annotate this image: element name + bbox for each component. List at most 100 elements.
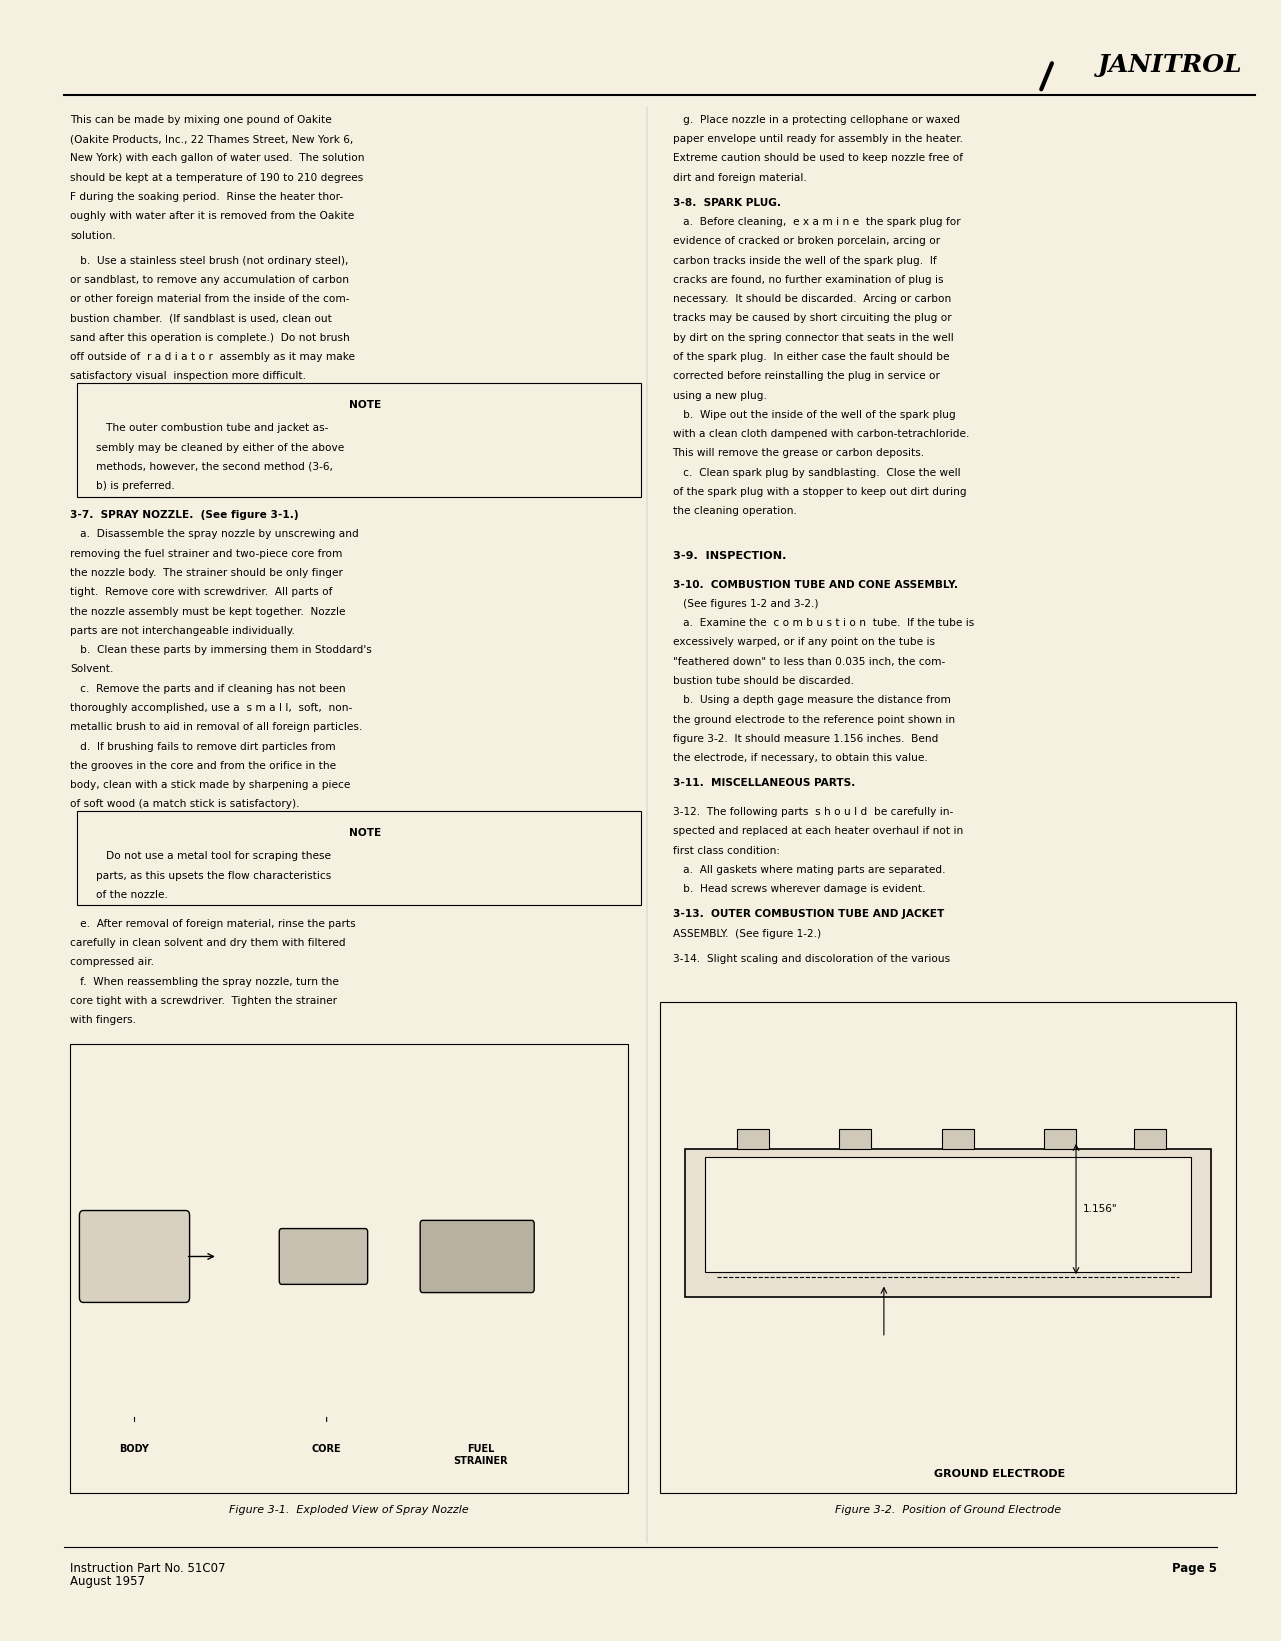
- Text: satisfactory visual  inspection more difficult.: satisfactory visual inspection more diff…: [70, 371, 306, 381]
- Text: spected and replaced at each heater overhaul if not in: spected and replaced at each heater over…: [673, 827, 963, 837]
- Text: should be kept at a temperature of 190 to 210 degrees: should be kept at a temperature of 190 t…: [70, 172, 364, 182]
- Text: c.  Remove the parts and if cleaning has not been: c. Remove the parts and if cleaning has …: [70, 684, 346, 694]
- Text: New York) with each gallon of water used.  The solution: New York) with each gallon of water used…: [70, 154, 365, 164]
- Bar: [77, 811, 640, 906]
- Text: metallic brush to aid in removal of all foreign particles.: metallic brush to aid in removal of all …: [70, 722, 363, 732]
- Bar: [1134, 1129, 1166, 1149]
- Text: 3-7.  SPRAY NOZZLE.  (See figure 3-1.): 3-7. SPRAY NOZZLE. (See figure 3-1.): [70, 510, 298, 520]
- Text: solution.: solution.: [70, 231, 117, 241]
- Text: Extreme caution should be used to keep nozzle free of: Extreme caution should be used to keep n…: [673, 154, 962, 164]
- Text: Instruction Part No. 51C07: Instruction Part No. 51C07: [70, 1562, 225, 1575]
- Text: GROUND ELECTRODE: GROUND ELECTRODE: [934, 1469, 1065, 1479]
- Bar: [77, 382, 640, 497]
- Text: 3-11.  MISCELLANEOUS PARTS.: 3-11. MISCELLANEOUS PARTS.: [673, 778, 854, 788]
- Text: or sandblast, to remove any accumulation of carbon: or sandblast, to remove any accumulation…: [70, 276, 350, 286]
- Bar: [942, 1129, 974, 1149]
- Text: a.  All gaskets where mating parts are separated.: a. All gaskets where mating parts are se…: [673, 865, 945, 875]
- Text: NOTE: NOTE: [348, 829, 382, 839]
- Text: a.  Disassemble the spray nozzle by unscrewing and: a. Disassemble the spray nozzle by unscr…: [70, 530, 359, 540]
- Text: tight.  Remove core with screwdriver.  All parts of: tight. Remove core with screwdriver. All…: [70, 587, 333, 597]
- Text: bustion tube should be discarded.: bustion tube should be discarded.: [673, 676, 853, 686]
- Text: removing the fuel strainer and two-piece core from: removing the fuel strainer and two-piece…: [70, 548, 343, 558]
- Text: Page 5: Page 5: [1172, 1562, 1217, 1575]
- Text: of the spark plug with a stopper to keep out dirt during: of the spark plug with a stopper to keep…: [673, 487, 966, 497]
- Bar: [705, 1157, 1191, 1272]
- Text: parts are not interchangeable individually.: parts are not interchangeable individual…: [70, 625, 296, 635]
- Text: tracks may be caused by short circuiting the plug or: tracks may be caused by short circuiting…: [673, 313, 952, 323]
- Text: 3-10.  COMBUSTION TUBE AND CONE ASSEMBLY.: 3-10. COMBUSTION TUBE AND CONE ASSEMBLY.: [673, 579, 957, 589]
- Text: parts, as this upsets the flow characteristics: parts, as this upsets the flow character…: [96, 871, 332, 881]
- Text: Figure 3-2.  Position of Ground Electrode: Figure 3-2. Position of Ground Electrode: [835, 1505, 1061, 1515]
- Text: b.  Use a stainless steel brush (not ordinary steel),: b. Use a stainless steel brush (not ordi…: [70, 256, 348, 266]
- Text: August 1957: August 1957: [70, 1575, 146, 1588]
- Text: ASSEMBLY.  (See figure 1-2.): ASSEMBLY. (See figure 1-2.): [673, 929, 821, 939]
- Text: figure 3-2.  It should measure 1.156 inches.  Bend: figure 3-2. It should measure 1.156 inch…: [673, 734, 938, 743]
- FancyBboxPatch shape: [420, 1221, 534, 1293]
- Text: e.  After removal of foreign material, rinse the parts: e. After removal of foreign material, ri…: [70, 919, 356, 929]
- Text: BODY: BODY: [119, 1444, 150, 1454]
- Text: g.  Place nozzle in a protecting cellophane or waxed: g. Place nozzle in a protecting cellopha…: [673, 115, 959, 125]
- Text: excessively warped, or if any point on the tube is: excessively warped, or if any point on t…: [673, 637, 935, 648]
- Text: This can be made by mixing one pound of Oakite: This can be made by mixing one pound of …: [70, 115, 332, 125]
- Text: paper envelope until ready for assembly in the heater.: paper envelope until ready for assembly …: [673, 135, 962, 144]
- Text: sand after this operation is complete.)  Do not brush: sand after this operation is complete.) …: [70, 333, 350, 343]
- Text: carefully in clean solvent and dry them with filtered: carefully in clean solvent and dry them …: [70, 939, 346, 948]
- Text: first class condition:: first class condition:: [673, 845, 780, 855]
- Text: c.  Clean spark plug by sandblasting.  Close the well: c. Clean spark plug by sandblasting. Clo…: [673, 468, 961, 478]
- Bar: [685, 1149, 1211, 1296]
- Text: the grooves in the core and from the orifice in the: the grooves in the core and from the ori…: [70, 761, 337, 771]
- Text: (Oakite Products, Inc., 22 Thames Street, New York 6,: (Oakite Products, Inc., 22 Thames Street…: [70, 135, 354, 144]
- Text: F during the soaking period.  Rinse the heater thor-: F during the soaking period. Rinse the h…: [70, 192, 343, 202]
- Text: of soft wood (a match stick is satisfactory).: of soft wood (a match stick is satisfact…: [70, 799, 300, 809]
- Text: methods, however, the second method (3-6,: methods, however, the second method (3-6…: [96, 463, 333, 473]
- Text: body, clean with a stick made by sharpening a piece: body, clean with a stick made by sharpen…: [70, 779, 351, 789]
- Text: The outer combustion tube and jacket as-: The outer combustion tube and jacket as-: [96, 423, 328, 433]
- FancyBboxPatch shape: [79, 1211, 190, 1303]
- Text: oughly with water after it is removed from the Oakite: oughly with water after it is removed fr…: [70, 212, 355, 222]
- Text: a.  Before cleaning,  e x a m i n e  the spark plug for: a. Before cleaning, e x a m i n e the sp…: [673, 217, 961, 226]
- Text: or other foreign material from the inside of the com-: or other foreign material from the insid…: [70, 294, 350, 304]
- Bar: [1044, 1129, 1076, 1149]
- Text: with fingers.: with fingers.: [70, 1016, 137, 1026]
- Text: JANITROL: JANITROL: [1098, 53, 1243, 77]
- Bar: [660, 1003, 1236, 1493]
- Text: Solvent.: Solvent.: [70, 665, 114, 674]
- Text: b) is preferred.: b) is preferred.: [96, 481, 174, 491]
- Text: b.  Head screws wherever damage is evident.: b. Head screws wherever damage is eviden…: [673, 884, 925, 894]
- Text: (See figures 1-2 and 3-2.): (See figures 1-2 and 3-2.): [673, 599, 819, 609]
- Text: with a clean cloth dampened with carbon-tetrachloride.: with a clean cloth dampened with carbon-…: [673, 430, 968, 440]
- Text: the electrode, if necessary, to obtain this value.: the electrode, if necessary, to obtain t…: [673, 753, 927, 763]
- Text: NOTE: NOTE: [348, 400, 382, 410]
- Text: the cleaning operation.: the cleaning operation.: [673, 507, 797, 517]
- Text: by dirt on the spring connector that seats in the well: by dirt on the spring connector that sea…: [673, 333, 953, 343]
- Text: 3-13.  OUTER COMBUSTION TUBE AND JACKET: 3-13. OUTER COMBUSTION TUBE AND JACKET: [673, 909, 944, 919]
- Bar: [70, 1044, 628, 1493]
- Text: evidence of cracked or broken porcelain, arcing or: evidence of cracked or broken porcelain,…: [673, 236, 940, 246]
- Text: the nozzle body.  The strainer should be only finger: the nozzle body. The strainer should be …: [70, 568, 343, 578]
- Text: FUEL
STRAINER: FUEL STRAINER: [453, 1444, 507, 1465]
- Text: d.  If brushing fails to remove dirt particles from: d. If brushing fails to remove dirt part…: [70, 742, 336, 752]
- Text: b.  Wipe out the inside of the well of the spark plug: b. Wipe out the inside of the well of th…: [673, 410, 956, 420]
- Text: This will remove the grease or carbon deposits.: This will remove the grease or carbon de…: [673, 448, 925, 458]
- Bar: [737, 1129, 769, 1149]
- Text: Figure 3-1.  Exploded View of Spray Nozzle: Figure 3-1. Exploded View of Spray Nozzl…: [229, 1505, 469, 1515]
- Text: thoroughly accomplished, use a  s m a l l,  soft,  non-: thoroughly accomplished, use a s m a l l…: [70, 702, 352, 712]
- Text: Do not use a metal tool for scraping these: Do not use a metal tool for scraping the…: [96, 852, 330, 862]
- Text: using a new plug.: using a new plug.: [673, 391, 766, 400]
- Text: b.  Clean these parts by immersing them in Stoddard's: b. Clean these parts by immersing them i…: [70, 645, 373, 655]
- Text: 3-8.  SPARK PLUG.: 3-8. SPARK PLUG.: [673, 199, 780, 208]
- FancyBboxPatch shape: [279, 1229, 368, 1285]
- Text: sembly may be cleaned by either of the above: sembly may be cleaned by either of the a…: [96, 443, 345, 453]
- Bar: [839, 1129, 871, 1149]
- Text: compressed air.: compressed air.: [70, 957, 155, 968]
- Text: dirt and foreign material.: dirt and foreign material.: [673, 172, 806, 182]
- Text: core tight with a screwdriver.  Tighten the strainer: core tight with a screwdriver. Tighten t…: [70, 996, 337, 1006]
- Text: cracks are found, no further examination of plug is: cracks are found, no further examination…: [673, 276, 943, 286]
- Text: "feathered down" to less than 0.035 inch, the com-: "feathered down" to less than 0.035 inch…: [673, 656, 945, 666]
- Text: b.  Using a depth gage measure the distance from: b. Using a depth gage measure the distan…: [673, 696, 951, 706]
- Text: of the nozzle.: of the nozzle.: [96, 889, 168, 899]
- Text: 1.156": 1.156": [1082, 1204, 1117, 1214]
- Text: 3-9.  INSPECTION.: 3-9. INSPECTION.: [673, 551, 787, 561]
- Text: necessary.  It should be discarded.  Arcing or carbon: necessary. It should be discarded. Arcin…: [673, 294, 951, 304]
- Text: the nozzle assembly must be kept together.  Nozzle: the nozzle assembly must be kept togethe…: [70, 607, 346, 617]
